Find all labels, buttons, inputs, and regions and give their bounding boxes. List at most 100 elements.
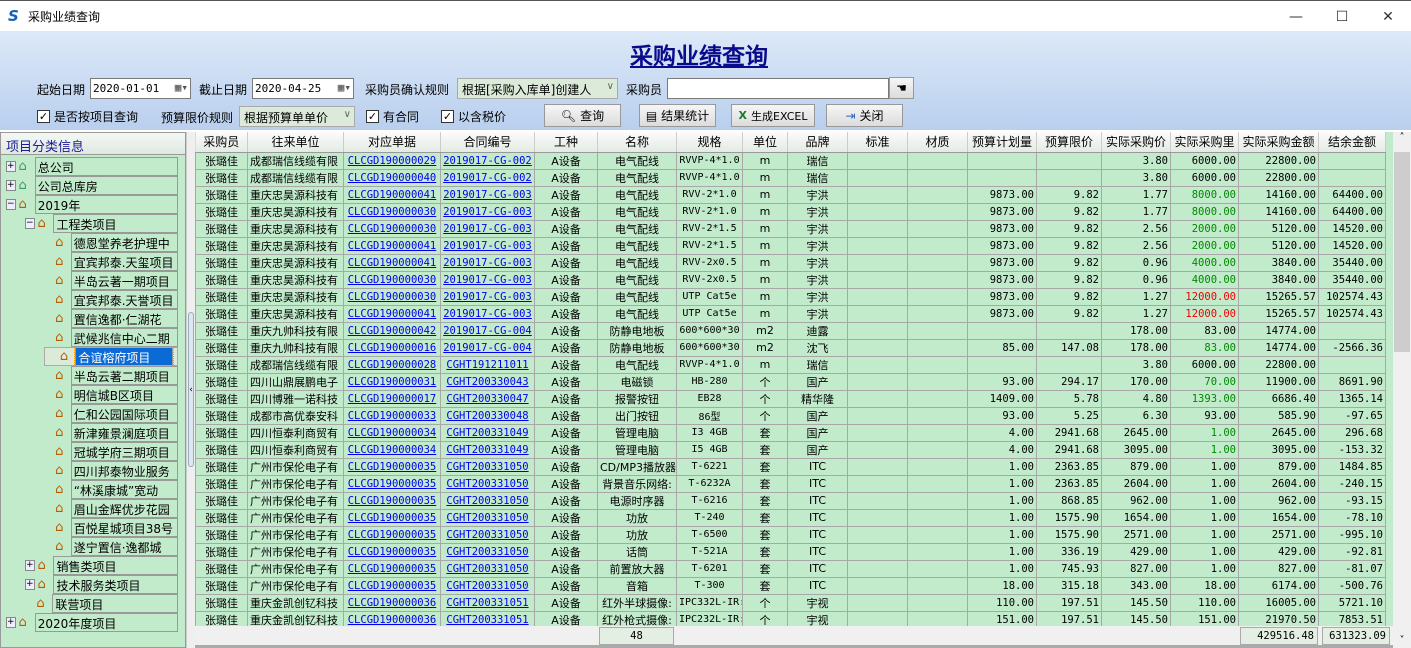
- tree-node[interactable]: ⌂ 眉山金辉优步花园: [44, 499, 178, 518]
- tree-node[interactable]: − ⌂ 2019年: [6, 195, 178, 214]
- table-row[interactable]: 张璐佳 重庆忠昊源科技有 CLCGD190000030 2019017-CG-003 A…: [195, 270, 1386, 289]
- document-link[interactable]: CLCGD190000035: [343, 491, 441, 510]
- contract-link[interactable]: CGHT200331049: [440, 440, 535, 459]
- document-link[interactable]: CLCGD190000042: [343, 321, 441, 340]
- document-link[interactable]: CLCGD190000035: [343, 525, 441, 544]
- table-row[interactable]: 张璐佳 成都瑞信线缆有限 CLCGD190000029 2019017-CG-002 A…: [195, 151, 1386, 170]
- tree-node[interactable]: ⌂ 遂宁置信·逸都城: [44, 537, 178, 556]
- excel-button[interactable]: X 生成EXCEL: [731, 104, 815, 127]
- document-link[interactable]: CLCGD190000036: [343, 593, 441, 612]
- buyer-rule-select[interactable]: 根据[采购入库单]创建人 ∨: [457, 78, 618, 99]
- column-header[interactable]: 名称: [597, 132, 677, 153]
- document-link[interactable]: CLCGD190000030: [343, 219, 441, 238]
- column-header[interactable]: 预算计划量: [967, 132, 1037, 153]
- close-window-button[interactable]: ✕: [1382, 8, 1394, 25]
- document-link[interactable]: CLCGD190000017: [343, 389, 441, 408]
- table-row[interactable]: 张璐佳 广州市保伦电子有 CLCGD190000035 CGHT200331050 A设…: [195, 457, 1386, 476]
- document-link[interactable]: CLCGD190000034: [343, 440, 441, 459]
- tree-node[interactable]: ⌂ 四川邦泰物业服务: [44, 461, 178, 480]
- tree-node[interactable]: + ⌂ 公司总库房: [6, 176, 178, 195]
- table-row[interactable]: 张璐佳 四川恒泰利商贸有 CLCGD190000034 CGHT200331049 A设…: [195, 423, 1386, 442]
- buyer-lookup-button[interactable]: ☚: [889, 77, 914, 99]
- contract-link[interactable]: CGHT200331050: [440, 508, 535, 527]
- document-link[interactable]: CLCGD190000041: [343, 236, 441, 255]
- column-header[interactable]: 往来单位: [247, 132, 344, 153]
- column-header[interactable]: 标准: [847, 132, 908, 153]
- tree-node[interactable]: ⌂ 新津雍景澜庭项目: [44, 423, 178, 442]
- has-contract-checkbox[interactable]: ✓ 有合同: [366, 108, 419, 125]
- tree-node[interactable]: − ⌂ 工程类项目: [25, 214, 178, 233]
- contract-link[interactable]: CGHT200331050: [440, 525, 535, 544]
- document-link[interactable]: CLCGD190000030: [343, 287, 441, 306]
- by-project-checkbox[interactable]: ✓ 是否按项目查询: [37, 108, 138, 125]
- contract-link[interactable]: 2019017-CG-003: [440, 253, 535, 272]
- contract-link[interactable]: 2019017-CG-002: [440, 151, 535, 170]
- table-row[interactable]: 张璐佳 成都瑞信线缆有限 CLCGD190000040 2019017-CG-002 A…: [195, 168, 1386, 187]
- table-row[interactable]: 张璐佳 重庆金凯创钇科技 CLCGD190000036 CGHT200331051 A设…: [195, 593, 1386, 612]
- scroll-down-icon[interactable]: ˅: [1399, 635, 1405, 646]
- document-link[interactable]: CLCGD190000035: [343, 457, 441, 476]
- collapse-icon[interactable]: −: [25, 218, 35, 229]
- contract-link[interactable]: 2019017-CG-003: [440, 304, 535, 323]
- collapse-icon[interactable]: −: [6, 199, 16, 210]
- document-link[interactable]: CLCGD190000041: [343, 185, 441, 204]
- document-link[interactable]: CLCGD190000035: [343, 542, 441, 561]
- contract-link[interactable]: 2019017-CG-002: [440, 168, 535, 187]
- table-row[interactable]: 张璐佳 广州市保伦电子有 CLCGD190000035 CGHT200331050 A设…: [195, 542, 1386, 561]
- tree-node[interactable]: ⌂ 合谊榕府项目: [44, 347, 178, 366]
- document-link[interactable]: CLCGD190000030: [343, 202, 441, 221]
- tree-node[interactable]: ⌂ 明信城B区项目: [44, 385, 178, 404]
- table-row[interactable]: 张璐佳 重庆忠昊源科技有 CLCGD190000030 2019017-CG-003 A…: [195, 287, 1386, 306]
- column-header[interactable]: 实际采购里: [1170, 132, 1239, 153]
- tree-node[interactable]: ⌂ 半岛云著二期项目: [44, 366, 178, 385]
- contract-link[interactable]: CGHT200331051: [440, 593, 535, 612]
- contract-link[interactable]: CGHT200331050: [440, 559, 535, 578]
- expand-icon[interactable]: +: [6, 161, 16, 172]
- contract-link[interactable]: 2019017-CG-004: [440, 321, 535, 340]
- document-link[interactable]: CLCGD190000035: [343, 576, 441, 595]
- table-row[interactable]: 张璐佳 广州市保伦电子有 CLCGD190000035 CGHT200331050 A设…: [195, 576, 1386, 595]
- buyer-input[interactable]: [667, 78, 889, 99]
- document-link[interactable]: CLCGD190000035: [343, 559, 441, 578]
- contract-link[interactable]: CGHT191211011: [440, 355, 535, 374]
- document-link[interactable]: CLCGD190000033: [343, 406, 441, 425]
- tree-node[interactable]: + ⌂ 2020年度项目: [6, 613, 178, 632]
- table-row[interactable]: 张璐佳 成都瑞信线缆有限 CLCGD190000028 CGHT191211011 A设…: [195, 355, 1386, 374]
- maximize-button[interactable]: ☐: [1335, 8, 1349, 25]
- calendar-dropdown-icon[interactable]: ▦▾: [174, 81, 188, 94]
- column-header[interactable]: 工种: [534, 132, 598, 153]
- column-header[interactable]: 结余金额: [1318, 132, 1386, 153]
- contract-link[interactable]: 2019017-CG-003: [440, 185, 535, 204]
- table-row[interactable]: 张璐佳 广州市保伦电子有 CLCGD190000035 CGHT200331050 A设…: [195, 508, 1386, 527]
- column-header[interactable]: 规格: [676, 132, 743, 153]
- contract-link[interactable]: CGHT200330043: [440, 372, 535, 391]
- document-link[interactable]: CLCGD190000041: [343, 304, 441, 323]
- tree-node[interactable]: ⌂ 宜宾邦泰.天誉项目: [44, 290, 178, 309]
- tree-node[interactable]: + ⌂ 销售类项目: [25, 556, 178, 575]
- contract-link[interactable]: CGHT200331050: [440, 542, 535, 561]
- close-button[interactable]: ⇥ 关闭: [826, 104, 903, 127]
- table-row[interactable]: 张璐佳 广州市保伦电子有 CLCGD190000035 CGHT200331050 A设…: [195, 474, 1386, 493]
- contract-link[interactable]: CGHT200331049: [440, 423, 535, 442]
- contract-link[interactable]: 2019017-CG-003: [440, 219, 535, 238]
- document-link[interactable]: CLCGD190000030: [343, 270, 441, 289]
- document-link[interactable]: CLCGD190000028: [343, 355, 441, 374]
- end-date-picker[interactable]: 2020-04-25 ▦▾: [252, 78, 354, 99]
- stats-button[interactable]: ▤ 结果统计: [639, 104, 716, 127]
- contract-link[interactable]: CGHT200331051: [440, 610, 535, 626]
- start-date-picker[interactable]: 2020-01-01 ▦▾: [90, 78, 191, 99]
- table-row[interactable]: 张璐佳 重庆忠昊源科技有 CLCGD190000041 2019017-CG-003 A…: [195, 236, 1386, 255]
- calendar-dropdown-icon[interactable]: ▦▾: [337, 81, 351, 94]
- expand-icon[interactable]: +: [25, 560, 35, 571]
- column-header[interactable]: 单位: [742, 132, 788, 153]
- tree-node[interactable]: ⌂ 宜宾邦泰.天玺项目: [44, 252, 178, 271]
- contract-link[interactable]: 2019017-CG-004: [440, 338, 535, 357]
- table-row[interactable]: 张璐佳 重庆九帅科技有限 CLCGD190000042 2019017-CG-004 A…: [195, 321, 1386, 340]
- table-row[interactable]: 张璐佳 广州市保伦电子有 CLCGD190000035 CGHT200331050 A设…: [195, 559, 1386, 578]
- tree-node[interactable]: ⌂ 置信逸都·仁湖花: [44, 309, 178, 328]
- table-row[interactable]: 张璐佳 重庆忠昊源科技有 CLCGD190000041 2019017-CG-003 A…: [195, 304, 1386, 323]
- tree-node[interactable]: ⌂ 联营项目: [25, 594, 178, 613]
- scroll-thumb[interactable]: [1394, 152, 1410, 352]
- contract-link[interactable]: CGHT200330047: [440, 389, 535, 408]
- contract-link[interactable]: 2019017-CG-003: [440, 270, 535, 289]
